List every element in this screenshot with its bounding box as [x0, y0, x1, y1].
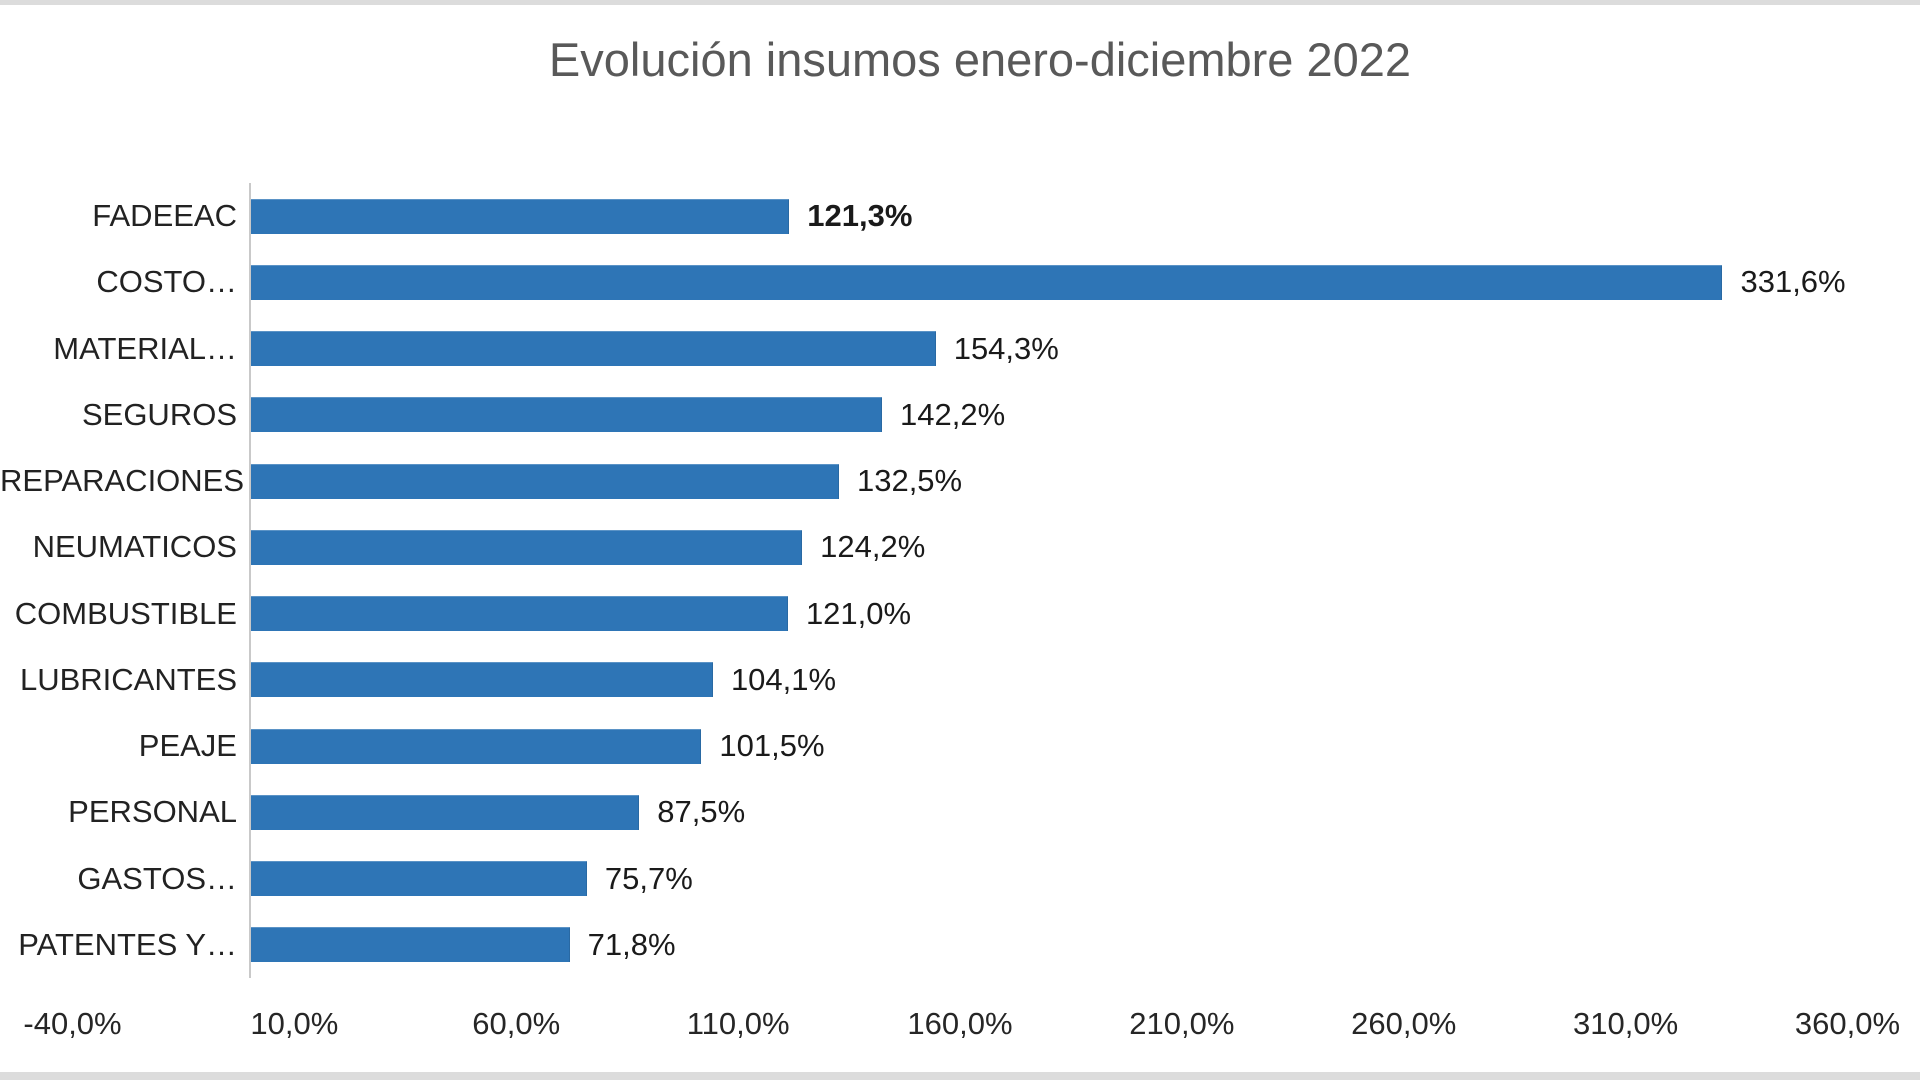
- bar-patentes-y: [251, 927, 570, 963]
- category-label: PERSONAL: [68, 794, 237, 830]
- x-tick-label: -40,0%: [23, 1006, 122, 1041]
- x-tick-label: 360,0%: [1794, 1006, 1901, 1041]
- category-label: LUBRICANTES: [19, 661, 237, 697]
- value-label: 132,5%: [856, 463, 963, 499]
- bar-neumaticos: [251, 529, 803, 565]
- category-label: GASTOS…: [77, 860, 237, 896]
- value-label: 75,7%: [604, 860, 693, 896]
- bar-costo: [251, 264, 1723, 300]
- x-tick-label: 110,0%: [686, 1006, 790, 1041]
- x-tick-label: 260,0%: [1351, 1006, 1457, 1041]
- category-label: COSTO…: [96, 264, 237, 300]
- value-label: 121,3%: [807, 198, 913, 234]
- category-label: SEGUROS: [81, 396, 237, 432]
- value-label: 142,2%: [900, 396, 1006, 432]
- category-label: PATENTES Y…: [18, 926, 237, 962]
- value-label: 87,5%: [657, 794, 746, 830]
- bottom-border-strip: [0, 1072, 1920, 1080]
- bar-combustible: [251, 596, 788, 632]
- x-tick-label: 310,0%: [1573, 1006, 1679, 1041]
- value-label: 331,6%: [1740, 264, 1846, 300]
- category-label: REPARACIONES: [0, 463, 245, 499]
- category-label: COMBUSTIBLE: [14, 595, 237, 631]
- category-label: NEUMATICOS: [32, 529, 237, 565]
- value-label: 121,0%: [805, 595, 912, 631]
- category-label: PEAJE: [138, 728, 237, 764]
- value-label: 154,3%: [953, 330, 1059, 366]
- bar-lubricantes: [251, 662, 713, 698]
- value-label: 124,2%: [820, 529, 926, 565]
- chart-title: Evolución insumos enero-diciembre 2022: [548, 33, 1412, 86]
- bar-peaje: [251, 728, 702, 764]
- category-label: FADEEAC: [92, 198, 237, 234]
- bar-reparaciones: [251, 463, 839, 499]
- value-label: 104,1%: [730, 661, 837, 697]
- bar-seguros: [251, 397, 882, 433]
- value-label: 101,5%: [719, 728, 825, 764]
- x-tick-label: 210,0%: [1129, 1006, 1235, 1041]
- bar-fadeeac: [251, 198, 790, 234]
- bar-personal: [251, 794, 640, 830]
- bar-material: [251, 331, 936, 367]
- x-tick-label: 10,0%: [250, 1006, 339, 1041]
- value-label: 71,8%: [587, 926, 676, 962]
- top-border-strip: [0, 0, 1920, 5]
- bar-gastos: [251, 861, 587, 897]
- category-axis-line: [249, 183, 251, 978]
- category-label: MATERIAL…: [53, 330, 237, 366]
- x-tick-label: 160,0%: [907, 1006, 1013, 1041]
- x-tick-label: 60,0%: [472, 1006, 561, 1041]
